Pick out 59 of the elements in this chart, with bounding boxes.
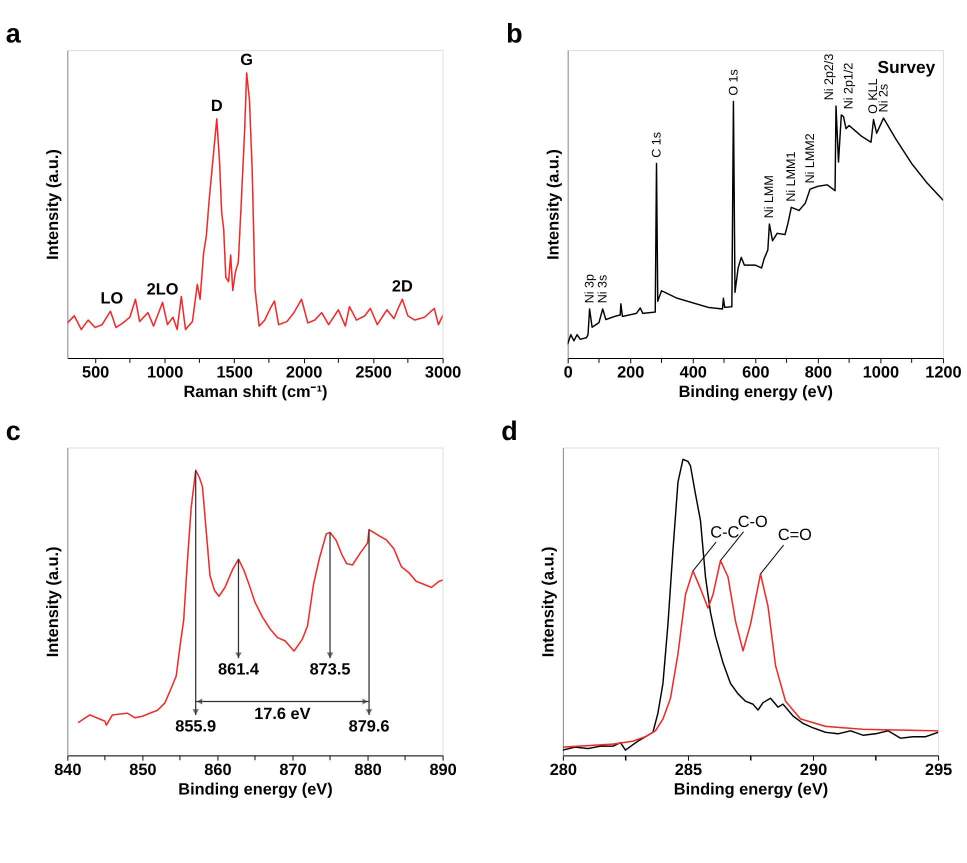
- annotation: 2LO: [146, 280, 179, 299]
- x-tick-label: 3000: [424, 364, 462, 382]
- x-tick-label: 200: [617, 364, 644, 382]
- annotation: LO: [100, 290, 124, 308]
- annotation: Ni 2s: [876, 84, 890, 112]
- x-tick-label: 840: [54, 761, 82, 780]
- annotation: G: [240, 51, 253, 70]
- annotation: Ni 2p1/2: [842, 62, 856, 110]
- annotation: Ni LMM1: [784, 152, 798, 202]
- chart-title: c: [6, 416, 21, 446]
- y-axis-title: Intensity (a.u.): [44, 149, 62, 260]
- chart-title: a: [6, 18, 22, 48]
- x-tick-label: 295: [924, 761, 952, 780]
- annotation: Ni 2p2/3: [822, 54, 836, 100]
- x-tick-label: 880: [354, 761, 382, 780]
- annotation: O 1s: [726, 69, 740, 96]
- annotation: C=O: [778, 526, 812, 544]
- x-axis-title: Binding energy (eV): [178, 780, 333, 798]
- x-tick-label: 2500: [355, 364, 392, 382]
- x-tick-label: 890: [429, 761, 457, 780]
- text: Survey: [878, 57, 936, 78]
- x-tick-label: 2000: [286, 364, 322, 382]
- x-tick-label: 290: [800, 761, 828, 780]
- chart-title: b: [506, 18, 523, 48]
- x-tick-label: 600: [742, 364, 770, 382]
- annotation: 17.6 eV: [254, 704, 311, 723]
- y-axis-title: Intensity (a.u.): [44, 546, 62, 658]
- annotation: 879.6: [348, 717, 390, 736]
- x-tick-label: 860: [204, 761, 232, 780]
- annotation: C-C: [710, 523, 740, 542]
- x-axis-title: Binding energy (eV): [674, 780, 828, 798]
- annotation: 861.4: [218, 660, 259, 679]
- annotation: Ni 3p: [582, 274, 596, 304]
- annotation: 2D: [392, 278, 413, 296]
- x-tick-label: 870: [279, 761, 307, 780]
- annotation: 855.9: [175, 717, 216, 736]
- x-tick-label: 1000: [146, 364, 184, 382]
- annotation: Ni 3s: [596, 274, 610, 304]
- annotation: Ni LMM2: [802, 133, 817, 184]
- x-tick-label: 800: [804, 364, 832, 382]
- annotation: Ni LMM: [762, 175, 776, 218]
- x-tick-label: 1000: [862, 364, 900, 382]
- annotation: 873.5: [310, 660, 350, 679]
- x-tick-label: 850: [129, 761, 157, 780]
- x-tick-label: 0: [564, 364, 573, 382]
- y-axis-title: Intensity (a.u.): [544, 149, 563, 260]
- chart-title: d: [501, 416, 518, 446]
- x-tick-label: 1200: [925, 364, 962, 382]
- x-axis-title: Binding energy (eV): [678, 382, 833, 401]
- x-tick-label: 500: [82, 364, 110, 382]
- x-axis-title: Raman shift (cm⁻¹): [183, 382, 328, 401]
- annotation: D: [210, 97, 223, 116]
- y-axis-title: Intensity (a.u.): [540, 546, 558, 658]
- x-tick-label: 1500: [216, 364, 253, 382]
- x-tick-label: 280: [550, 761, 577, 780]
- x-tick-label: 285: [674, 761, 702, 780]
- x-tick-label: 400: [680, 364, 707, 382]
- annotation: C-O: [738, 512, 768, 531]
- annotation: C 1s: [649, 132, 664, 158]
